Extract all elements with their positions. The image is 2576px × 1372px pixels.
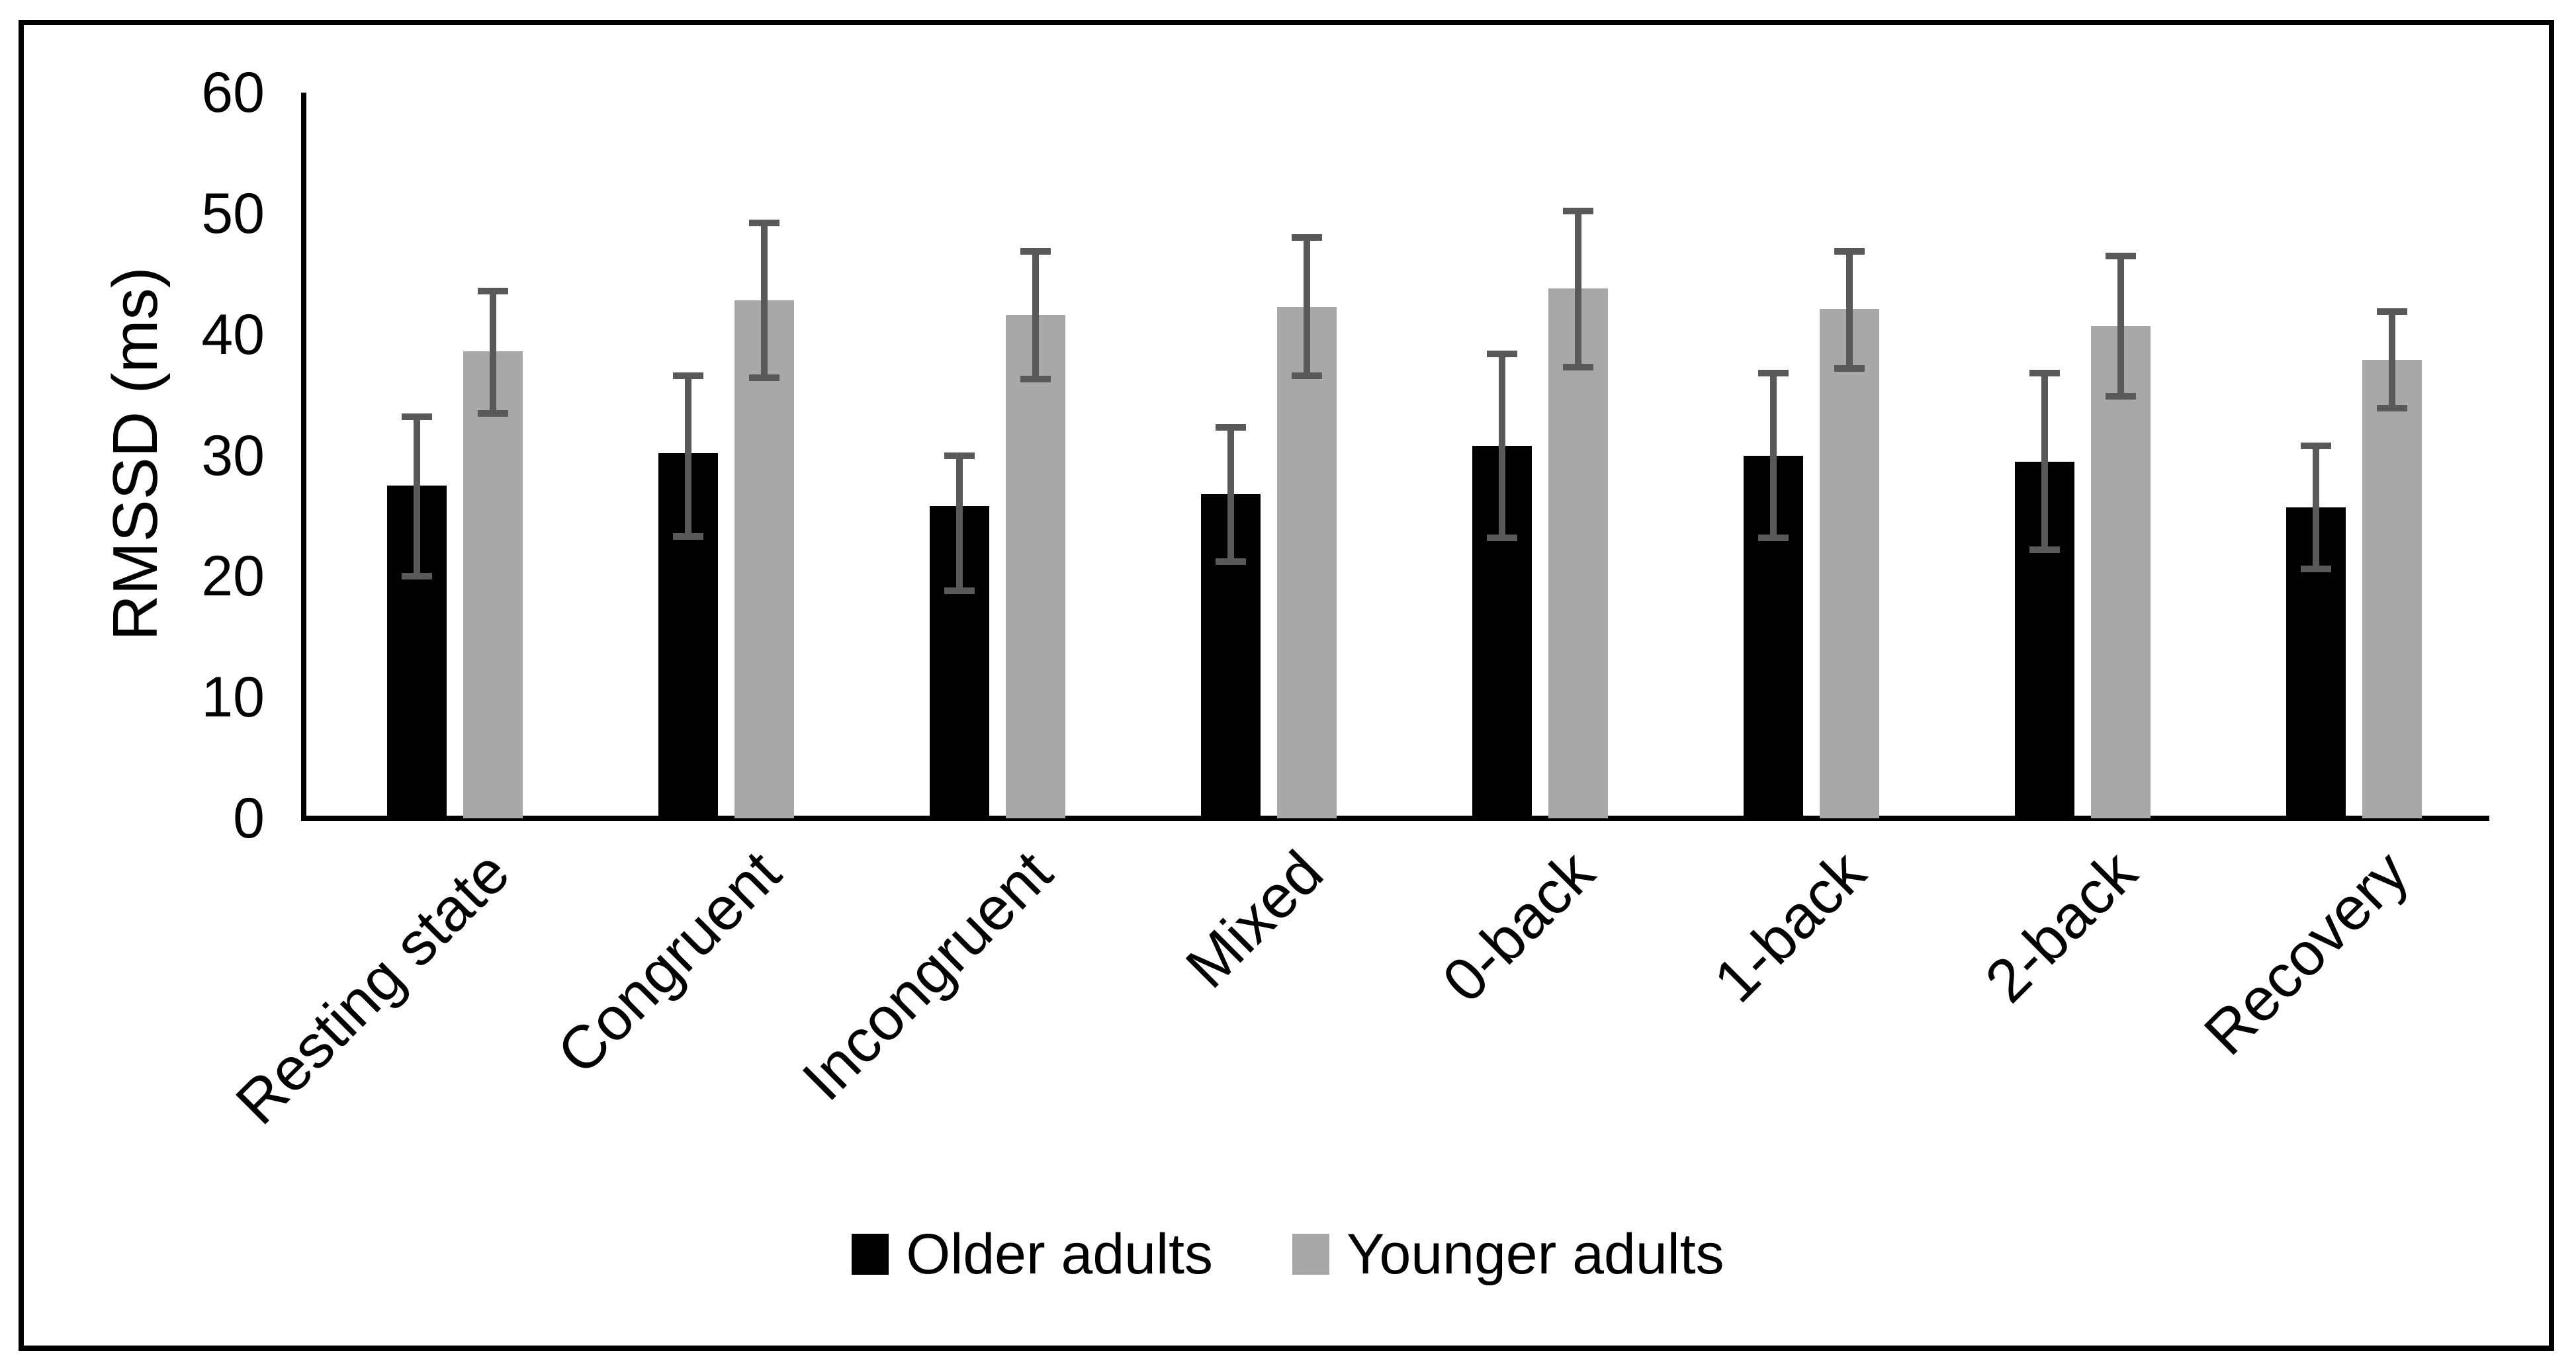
error-bar-older-adults-mixed-bottom-cap: [1216, 558, 1246, 566]
x-axis-line: [301, 816, 2489, 821]
y-tick-label-50: 50: [201, 181, 265, 245]
error-bar-older-adults-resting-state-bottom-cap: [402, 573, 432, 580]
bar-younger-adults-resting-state: [463, 351, 523, 818]
error-bar-older-adults-recovery-top-cap: [2301, 442, 2331, 449]
bar-younger-adults-mixed: [1277, 306, 1337, 818]
error-bar-younger-adults-resting-state-top-cap: [478, 287, 508, 294]
error-bar-older-adults-recovery: [2313, 445, 2319, 570]
y-axis-line: [301, 93, 306, 821]
legend-label-younger-adults: Younger adults: [1347, 1222, 1724, 1286]
error-bar-older-adults-1-back-bottom-cap: [1758, 534, 1789, 541]
error-bar-older-adults-congruent: [685, 375, 691, 536]
error-bar-younger-adults-resting-state-bottom-cap: [478, 409, 508, 417]
error-bar-younger-adults-2-back: [2117, 255, 2124, 396]
error-bar-younger-adults-incongruent-top-cap: [1020, 247, 1051, 255]
error-bar-younger-adults-1-back: [1846, 251, 1853, 368]
error-bar-older-adults-congruent-top-cap: [673, 372, 703, 379]
error-bar-older-adults-2-back: [2041, 373, 2048, 550]
error-bar-younger-adults-resting-state: [490, 290, 496, 413]
y-tick-label-20: 20: [201, 544, 265, 609]
error-bar-older-adults-0-back-bottom-cap: [1487, 534, 1517, 541]
error-bar-older-adults-mixed: [1227, 427, 1234, 562]
y-tick-label-30: 30: [201, 423, 265, 488]
y-tick-label-40: 40: [201, 302, 265, 366]
error-bar-younger-adults-incongruent: [1032, 251, 1039, 380]
bar-younger-adults-2-back: [2091, 325, 2151, 818]
error-bar-older-adults-2-back-bottom-cap: [2029, 546, 2060, 554]
error-bar-older-adults-1-back-top-cap: [1758, 370, 1789, 377]
error-bar-younger-adults-0-back: [1575, 211, 1581, 368]
error-bar-older-adults-resting-state: [414, 417, 420, 577]
error-bar-younger-adults-mixed-bottom-cap: [1292, 372, 1322, 379]
error-bar-older-adults-incongruent-top-cap: [944, 452, 975, 459]
error-bar-older-adults-resting-state-top-cap: [402, 413, 432, 420]
bar-younger-adults-0-back: [1548, 288, 1608, 818]
error-bar-older-adults-0-back-top-cap: [1487, 350, 1517, 357]
error-bar-younger-adults-recovery-bottom-cap: [2377, 405, 2407, 412]
y-tick-label-10: 10: [201, 665, 265, 730]
error-bar-younger-adults-congruent-bottom-cap: [749, 374, 779, 382]
error-bar-older-adults-1-back: [1770, 373, 1777, 538]
error-bar-younger-adults-1-back-top-cap: [1834, 247, 1865, 255]
error-bar-older-adults-congruent-bottom-cap: [673, 533, 703, 540]
error-bar-younger-adults-mixed-top-cap: [1292, 234, 1322, 241]
error-bar-younger-adults-0-back-bottom-cap: [1563, 364, 1593, 371]
error-bar-younger-adults-2-back-top-cap: [2106, 252, 2136, 259]
error-bar-younger-adults-congruent-top-cap: [749, 220, 779, 227]
error-bar-younger-adults-congruent: [761, 223, 768, 378]
error-bar-younger-adults-recovery: [2389, 311, 2395, 409]
y-tick-label-60: 60: [201, 61, 265, 125]
error-bar-older-adults-mixed-top-cap: [1216, 424, 1246, 431]
bar-younger-adults-1-back: [1820, 309, 1879, 818]
error-bar-younger-adults-1-back-bottom-cap: [1834, 364, 1865, 372]
legend-item-older-adults: Older adults: [852, 1224, 1213, 1285]
error-bar-older-adults-2-back-top-cap: [2029, 370, 2060, 377]
bar-younger-adults-incongruent: [1006, 315, 1065, 818]
error-bar-older-adults-recovery-bottom-cap: [2301, 566, 2331, 573]
legend-swatch-younger-adults: [1292, 1234, 1330, 1275]
error-bar-younger-adults-mixed: [1304, 237, 1310, 376]
legend: Older adults Younger adults: [0, 1224, 2576, 1285]
legend-label-older-adults: Older adults: [906, 1222, 1214, 1286]
bar-younger-adults-congruent: [734, 300, 794, 818]
error-bar-older-adults-incongruent-bottom-cap: [944, 587, 975, 595]
error-bar-older-adults-incongruent: [956, 455, 963, 591]
error-bar-older-adults-0-back: [1499, 353, 1505, 538]
error-bar-younger-adults-2-back-bottom-cap: [2106, 392, 2136, 400]
y-tick-label-0: 0: [233, 787, 265, 850]
error-bar-younger-adults-0-back-top-cap: [1563, 208, 1593, 215]
error-bar-younger-adults-recovery-top-cap: [2377, 308, 2407, 315]
error-bar-younger-adults-incongruent-bottom-cap: [1020, 376, 1051, 383]
legend-item-younger-adults: Younger adults: [1292, 1224, 1724, 1285]
legend-swatch-older-adults: [852, 1234, 889, 1275]
bar-younger-adults-recovery: [2362, 360, 2422, 818]
